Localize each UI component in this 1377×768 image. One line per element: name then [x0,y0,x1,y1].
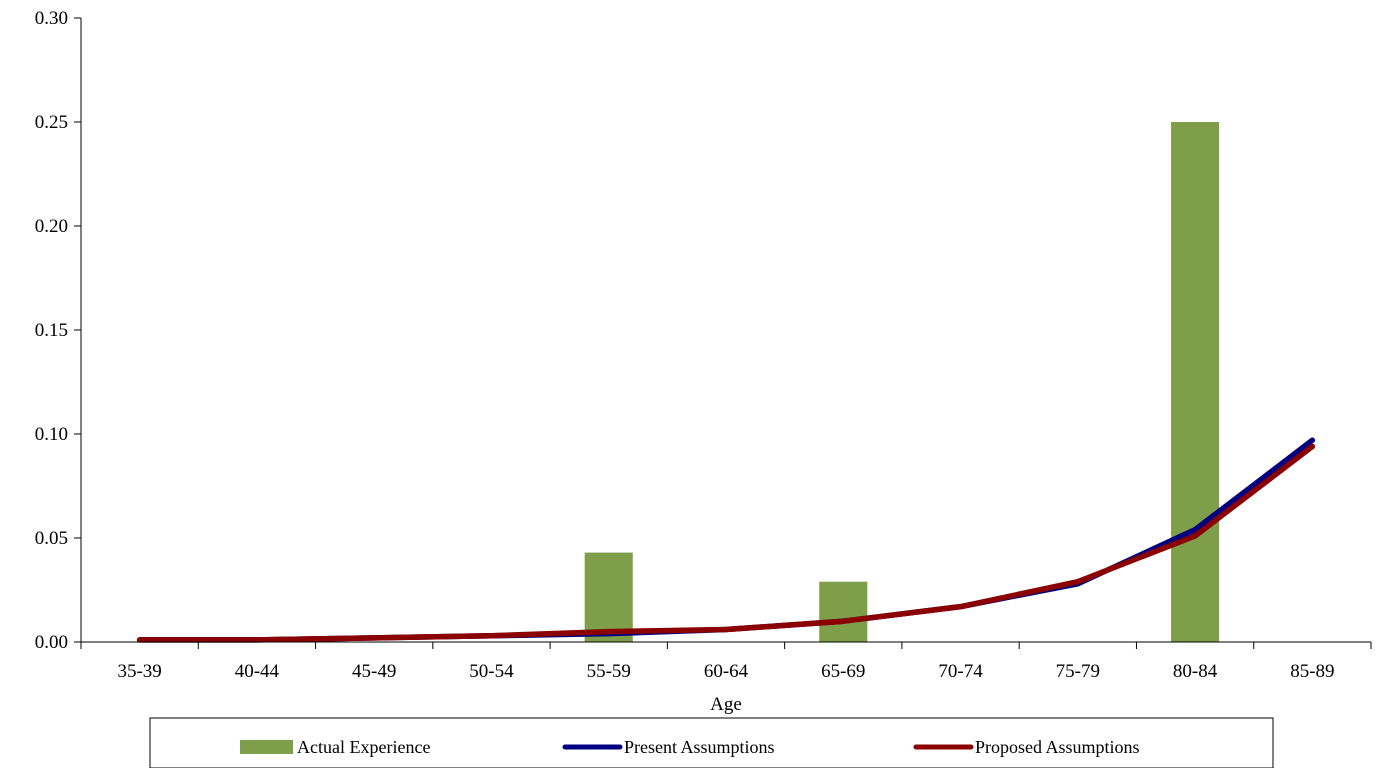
y-tick-label: 0.05 [35,528,68,549]
legend: Actual Experience Present Assumptions Prop… [149,717,1274,768]
legend-swatch-actual-experience [240,740,293,754]
y-tick-label: 0.00 [35,632,68,653]
x-tick-label: 35-39 [117,661,161,682]
y-tick-label: 0.25 [35,112,68,133]
x-tick-label: 75-79 [1056,661,1100,682]
line-present-assumptions [136,437,1316,643]
x-tick-label: 60-64 [704,661,749,682]
x-tick-label: 65-69 [821,661,865,682]
legend-label-proposed-assumptions: Proposed Assumptions [975,737,1140,757]
y-tick-label: 0.10 [35,424,68,445]
line-series [136,437,1316,643]
legend-box [149,717,1274,768]
x-tick-label: 45-49 [352,661,396,682]
x-tick-label: 40-44 [235,661,280,682]
bar-actual-experience-55-59 [584,552,633,642]
bar-actual-experience-80-84 [1171,122,1220,642]
legend-label-present-assumptions: Present Assumptions [624,737,775,757]
y-tick-label: 0.20 [35,216,68,237]
x-tick-label: 55-59 [587,661,631,682]
x-tick-label: 70-74 [938,661,983,682]
x-tick-label: 50-54 [469,661,514,682]
legend-label-actual-experience: Actual Experience [297,737,430,757]
line-proposed-assumptions [136,443,1316,643]
x-axis-title: Age [710,694,742,715]
x-axis: 35-39 40-44 45-49 50-54 55-59 60-64 65-69 70-74… [80,642,1372,682]
y-axis: 0.00 0.05 0.10 0.15 0.20 0.25 0.30 [35,8,81,653]
bar-series-actual-experience [584,122,1220,642]
plot-area: 0.00 0.05 0.10 0.15 0.20 0.25 0.30 35-39 40-44 4… [35,8,1372,682]
y-tick-label: 0.15 [35,320,68,341]
x-tick-label: 80-84 [1173,661,1218,682]
x-tick-label: 85-89 [1290,661,1334,682]
y-tick-label: 0.30 [35,8,68,29]
bar-actual-experience-65-69 [819,581,868,642]
